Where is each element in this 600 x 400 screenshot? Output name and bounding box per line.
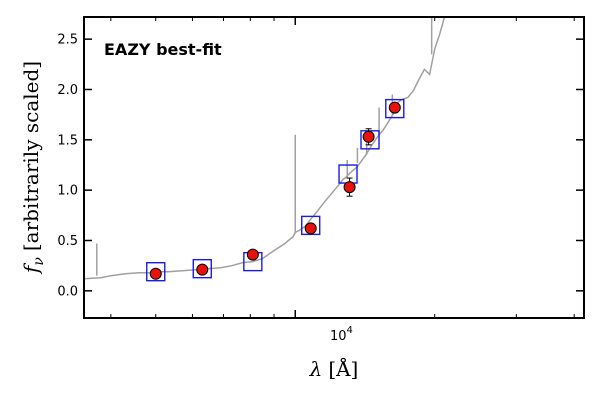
observed-photometry-point xyxy=(246,248,259,261)
model-photometry-box xyxy=(146,261,166,282)
tick-layer: 0.0 0.5 1.0 1.5 2.0 2.5 xyxy=(57,17,584,318)
y-axis-title: fν[arbitrarily scaled] xyxy=(19,61,47,275)
y-tick-label: 0.0 xyxy=(57,284,78,299)
observed-photometry-point xyxy=(149,267,162,280)
plot-frame xyxy=(83,16,585,319)
observed-photometry-point xyxy=(196,263,209,276)
model-photometry-box xyxy=(192,258,212,279)
model-photometry-box xyxy=(385,98,405,119)
observed-photometry-point xyxy=(343,181,356,194)
legend-annotation: EAZY best-fit xyxy=(104,40,222,59)
x-tick-label-10000: 104 xyxy=(330,325,353,344)
observed-photometry-point xyxy=(304,222,317,235)
x-axis-title: λ [Å] xyxy=(309,356,359,381)
y-tick-label: 2.5 xyxy=(57,33,78,48)
y-tick-label: 2.0 xyxy=(57,83,78,98)
observed-photometry-point xyxy=(362,130,375,143)
y-tick-label: 1.0 xyxy=(57,184,78,199)
y-tick-label: 1.5 xyxy=(57,133,78,148)
marker-layer xyxy=(146,98,405,282)
y-tick-label: 0.5 xyxy=(57,234,78,249)
model-photometry-box xyxy=(360,130,380,150)
observed-photometry-point xyxy=(388,101,401,114)
